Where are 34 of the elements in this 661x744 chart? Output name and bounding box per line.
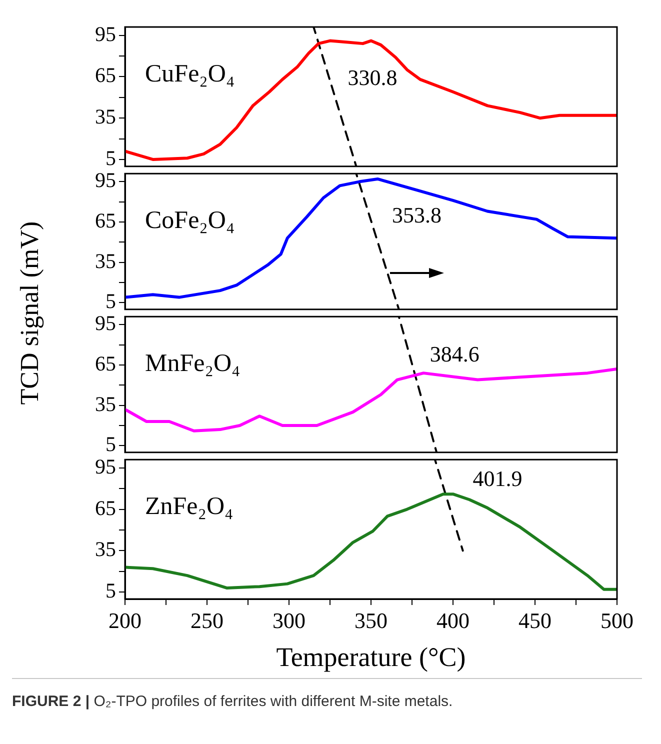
y-tick-label: 65 [95,208,116,233]
annotation: CoFe₂O₄ [145,207,235,234]
y-tick-label: 95 [95,22,116,46]
y-axis-title: TCD signal (mV) [15,221,45,405]
x-tick-label: 200 [108,608,142,633]
y-tick-label: 5 [106,578,116,603]
y-tick-label: 95 [95,454,116,478]
x-tick-label: 350 [354,608,388,633]
y-tick-label: 35 [95,104,116,129]
y-tick-label: 65 [95,496,116,520]
y-tick-label: 95 [95,168,116,192]
annotation: 401.9 [472,466,522,492]
y-tick-label: 5 [106,289,116,314]
x-tick-label: 250 [190,608,224,633]
y-tick-label: 5 [106,432,116,456]
y-tick-label: 65 [95,63,116,88]
x-tick-label: 400 [436,608,470,633]
y-tick-label: 5 [106,146,116,170]
y-tick-label: 65 [95,352,116,376]
x-tick-label: 450 [518,608,552,633]
y-tick-label: 35 [95,392,116,416]
x-tick-label: 300 [272,608,306,633]
x-tick-label: 500 [600,608,634,633]
annotation: 384.6 [430,341,480,366]
annotation: 330.8 [348,65,398,90]
annotation: ZnFe₂O₄ [145,493,234,520]
caption: FIGURE 2 | O₂-TPO profiles of ferrites with different M-site metals. [12,678,642,710]
annotation: MnFe₂O₄ [145,350,240,378]
annotation: 353.8 [392,202,442,228]
y-tick-label: 35 [95,248,116,273]
y-tick-label: 35 [95,537,116,562]
annotation: CuFe₂O₄ [145,60,235,88]
x-axis-title: Temperature (°C) [276,642,466,672]
y-tick-label: 95 [95,311,116,336]
